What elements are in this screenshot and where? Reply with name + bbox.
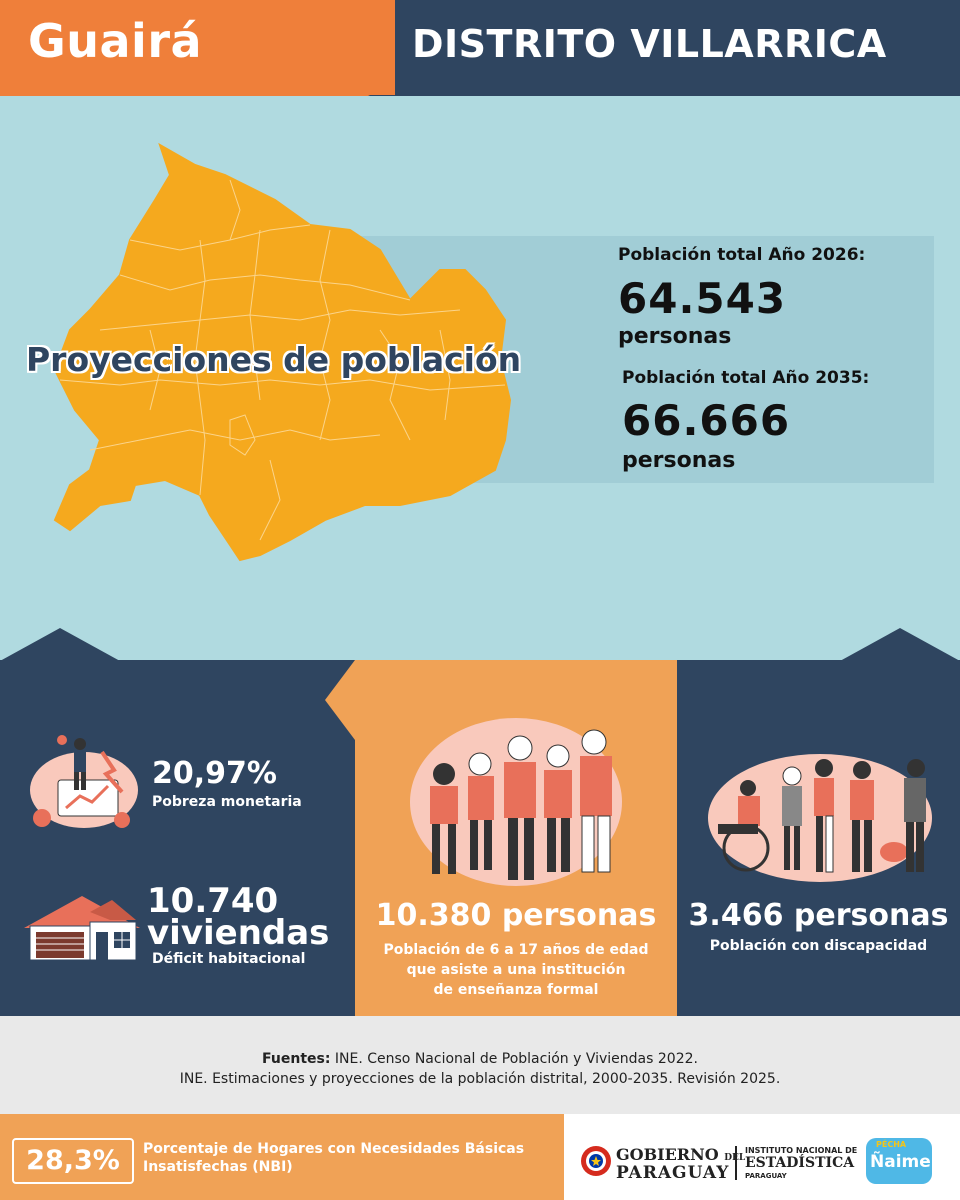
sources-line2: INE. Estimaciones y proyecciones de la p… <box>179 1071 781 1087</box>
sources-section <box>0 1016 960 1114</box>
brand-logo <box>866 1138 932 1184</box>
disability-label: Población con discapacidad <box>709 938 928 954</box>
population-2026-label: Población total Año 2026: <box>618 245 866 265</box>
disability-value: 3.466 personas <box>688 898 949 933</box>
brand-logo-top: PÉCHA <box>876 1140 907 1149</box>
education-label-line2: que asiste a una institución <box>406 962 626 978</box>
brand-logo-main: Ñaime! <box>870 1152 939 1172</box>
district-title: DISTRITO VILLARRICA <box>412 22 887 66</box>
house-illustration <box>24 896 140 961</box>
population-2026-value: 64.543 <box>618 274 787 323</box>
government-logo-line2: PARAGUAY <box>616 1163 730 1183</box>
nbi-description: Porcentaje de Hogares con Necesidades Bá… <box>143 1141 525 1175</box>
housing-value-line2: viviendas <box>147 913 330 953</box>
logo-divider <box>735 1146 737 1180</box>
population-2026-unit: personas <box>618 324 732 349</box>
population-2035-unit: personas <box>622 448 736 473</box>
map-title: Proyecciones de población <box>26 340 522 379</box>
department-title: Guairá <box>28 14 203 68</box>
education-label-line3: de enseñanza formal <box>433 982 599 998</box>
disability-illustration <box>708 754 932 882</box>
sources-line1-text: INE. Censo Nacional de Población y Vivie… <box>330 1051 698 1067</box>
government-logo-line1: GOBIERNO DEL <box>616 1145 745 1164</box>
district-map-shape <box>53 142 512 562</box>
poverty-illustration <box>30 735 138 828</box>
nbi-value: 28,3% <box>12 1138 134 1184</box>
education-column-notch <box>325 660 355 740</box>
sources-text: Fuentes: INE. Censo Nacional de Població… <box>0 1049 960 1089</box>
poverty-label: Pobreza monetaria <box>152 794 302 810</box>
population-2035-label: Población total Año 2035: <box>622 368 870 388</box>
nbi-banner <box>0 1114 564 1200</box>
district-map <box>53 142 512 562</box>
ine-logo-line2: ESTADÍSTICA <box>745 1155 855 1171</box>
ine-logo-line1: INSTITUTO NACIONAL DE <box>745 1146 858 1155</box>
stats-section-notch-left <box>0 628 120 661</box>
district-banner <box>395 0 960 96</box>
housing-label: Déficit habitacional <box>152 951 306 967</box>
sources-prefix: Fuentes: <box>262 1051 331 1067</box>
ine-logo-line3: PARAGUAY <box>745 1172 787 1180</box>
education-value: 10.380 personas <box>375 898 657 933</box>
education-label-line1: Población de 6 a 17 años de edad <box>383 942 649 958</box>
poverty-value: 20,97% <box>152 756 277 791</box>
stats-section-notch-right <box>840 628 960 661</box>
paraguay-seal-icon <box>581 1146 611 1176</box>
housing-value-line1: 10.740 <box>147 881 279 921</box>
department-banner <box>0 0 395 96</box>
students-illustration <box>410 718 622 886</box>
sources-line1: Fuentes: INE. Censo Nacional de Població… <box>0 1049 960 1069</box>
population-2035-value: 66.666 <box>622 396 791 445</box>
